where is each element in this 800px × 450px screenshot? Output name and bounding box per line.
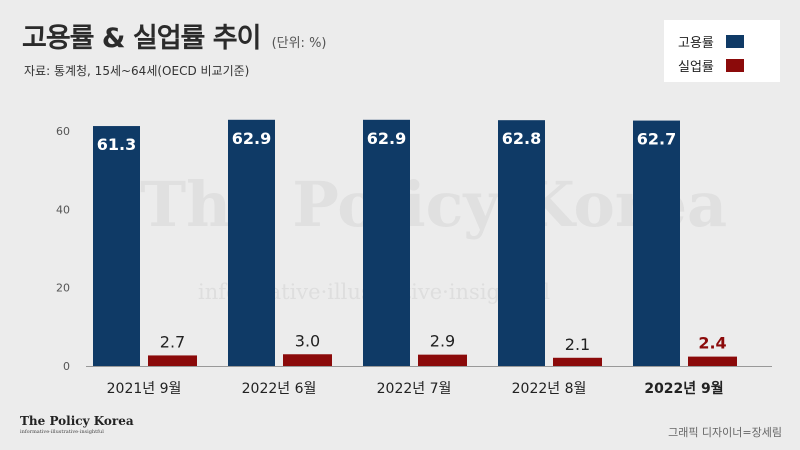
- legend-label-employment: 고용률: [678, 36, 714, 51]
- bar: [633, 120, 680, 367]
- x-tick-label: 2021년 9월: [107, 381, 182, 397]
- x-tick-label: 2022년 9월: [644, 380, 723, 397]
- x-tick-label: 2022년 8월: [512, 381, 587, 397]
- legend-swatch-employment: [725, 35, 744, 48]
- bar: [498, 120, 545, 366]
- legend-item-unemployment: 실업률: [678, 56, 744, 75]
- bar-value-label: 62.9: [367, 129, 406, 148]
- bar-value-label: 2.4: [698, 334, 726, 353]
- x-tick-label: 2022년 6월: [242, 381, 317, 397]
- bar-value-label: 2.7: [160, 332, 185, 351]
- bar: [688, 356, 737, 366]
- bar: [148, 355, 197, 366]
- bar-value-label: 2.9: [430, 332, 455, 351]
- bar: [228, 119, 275, 366]
- legend-label-unemployment: 실업률: [678, 60, 714, 75]
- designer-credit: 그래픽 디자이너=장세림: [668, 426, 782, 439]
- y-tick-label: 20: [56, 282, 70, 295]
- y-tick-label: 60: [56, 125, 70, 138]
- source-note: 자료: 통계청, 15세~64세(OECD 비교기준): [24, 64, 250, 78]
- brand-logo: The Policy Korea informative·illustrativ…: [20, 414, 134, 435]
- bar-value-label: 3.0: [295, 331, 320, 350]
- bar: [283, 354, 332, 366]
- legend: 고용률 실업률: [664, 20, 780, 82]
- title-block: 고용률 & 실업률 추이 (단위: %): [22, 16, 327, 55]
- y-tick-label: 40: [56, 203, 70, 216]
- bar-value-label: 61.3: [97, 135, 136, 154]
- bar-value-label: 62.7: [637, 130, 676, 149]
- y-tick-label: 0: [63, 360, 70, 373]
- x-tick-label: 2022년 7월: [377, 381, 452, 397]
- bar: [553, 357, 602, 366]
- bar-value-label: 62.8: [502, 129, 541, 148]
- legend-item-employment: 고용률: [678, 32, 744, 51]
- unit-label: (단위: %): [271, 36, 327, 51]
- bar-value-label: 62.9: [232, 129, 271, 148]
- chart-title: 고용률 & 실업률 추이: [22, 23, 261, 54]
- bar: [363, 119, 410, 366]
- brand-tagline: informative·illustrative·insightful: [20, 429, 104, 435]
- legend-swatch-unemployment: [725, 59, 744, 72]
- bar: [93, 126, 140, 366]
- bar: [418, 354, 467, 366]
- bar-value-label: 2.1: [565, 335, 590, 354]
- brand-name: The Policy Korea: [20, 414, 134, 428]
